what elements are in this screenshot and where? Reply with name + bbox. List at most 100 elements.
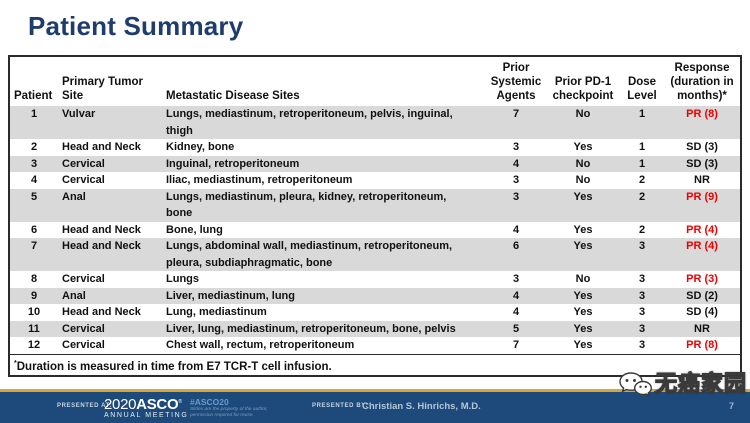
cell-prior-pd1-checkpoint: Yes xyxy=(546,188,620,222)
hashtag-block: #ASCO20 Slides are the property of the a… xyxy=(190,397,268,419)
cell-prior-systemic-agents: 4 xyxy=(512,223,520,236)
page-title: Patient Summary xyxy=(28,11,244,41)
cell-metastatic-sites: Liver, mediastinum, lung xyxy=(162,287,486,304)
cell-dose-level: 3 xyxy=(620,320,664,337)
cell-prior-pd1-checkpoint: Yes xyxy=(573,339,593,351)
cell-patient: 5 xyxy=(10,188,58,222)
cell-prior-systemic-agents: 7 xyxy=(486,106,546,139)
asco-logo-year: 2020 xyxy=(104,396,137,413)
cell-dose-level: 3 xyxy=(620,238,664,271)
cell-patient: 10 xyxy=(27,306,41,318)
cell-patient: 4 xyxy=(30,174,38,186)
cell-metastatic-sites: Lungs xyxy=(166,273,199,285)
cell-patient: 11 xyxy=(10,320,58,337)
cell-dose-level: 1 xyxy=(638,141,646,153)
header-metastatic-disease-sites: Metastatic Disease Sites xyxy=(162,57,486,106)
cell-response: PR (3) xyxy=(686,273,718,285)
cell-prior-systemic-agents: 3 xyxy=(512,273,520,285)
table-row: 12 Cervical Chest wall, rectum, retroper… xyxy=(10,337,740,354)
cell-patient: 8 xyxy=(30,273,38,285)
table-row: 10 Head and Neck Lung, mediastinum 4 Yes… xyxy=(10,304,740,321)
cell-primary-tumor-site: Vulvar xyxy=(58,106,162,139)
table-row: 3 Cervical Inguinal, retroperitoneum 4 N… xyxy=(10,155,740,172)
cell-primary-tumor-site: Cervical xyxy=(58,320,162,337)
cell-prior-pd1-checkpoint: No xyxy=(575,273,591,285)
cell-dose-level: 3 xyxy=(638,273,646,285)
cell-response: SD (3) xyxy=(664,155,740,172)
cell-patient: 9 xyxy=(10,287,58,304)
cell-metastatic-sites: Chest wall, rectum, retroperitoneum xyxy=(166,339,355,351)
disclaimer-line2: permission required for reuse. xyxy=(190,412,254,418)
table-row: 7 Head and Neck Lungs, abdominal wall, m… xyxy=(10,238,740,271)
cell-response: SD (3) xyxy=(686,141,718,153)
cell-prior-systemic-agents: 4 xyxy=(486,155,546,172)
cell-dose-level: 1 xyxy=(620,155,664,172)
cell-primary-tumor-site: Anal xyxy=(58,287,162,304)
table-row: 11 Cervical Liver, lung, mediastinum, re… xyxy=(10,320,740,337)
cell-response: PR (8) xyxy=(686,339,718,351)
cell-response: PR (4) xyxy=(664,238,740,271)
cell-prior-pd1-checkpoint: No xyxy=(546,155,620,172)
header-prior-systemic-agents: Prior Systemic Agents xyxy=(486,57,546,106)
cell-prior-pd1-checkpoint: Yes xyxy=(546,238,620,271)
cell-prior-systemic-agents: 4 xyxy=(486,287,546,304)
header-patient: Patient xyxy=(10,57,58,106)
cell-prior-systemic-agents: 6 xyxy=(486,238,546,271)
cell-dose-level: 2 xyxy=(620,188,664,222)
cell-primary-tumor-site: Cervical xyxy=(62,273,105,285)
footer-bar: PRESENTED AT: 2020ASCO® ANNUAL MEETING #… xyxy=(0,389,750,423)
cell-metastatic-sites: Kidney, bone xyxy=(166,141,235,153)
cell-metastatic-sites: Lungs, mediastinum, retroperitoneum, pel… xyxy=(162,106,486,139)
table-row: 9 Anal Liver, mediastinum, lung 4 Yes 3 … xyxy=(10,287,740,304)
cell-patient: 6 xyxy=(30,223,38,236)
cell-metastatic-sites: Bone, lung xyxy=(166,223,223,236)
footnote: *Duration is measured in time from E7 TC… xyxy=(10,353,740,376)
hashtag: #ASCO20 xyxy=(190,397,229,407)
table-row: 4 Cervical Iliac, mediastinum, retroperi… xyxy=(10,172,740,189)
cell-prior-systemic-agents: 7 xyxy=(512,339,520,351)
cell-primary-tumor-site: Cervical xyxy=(62,339,105,351)
cell-metastatic-sites: Iliac, mediastinum, retroperitoneum xyxy=(166,174,353,186)
table-row: 8 Cervical Lungs 3 No 3 PR (3) xyxy=(10,271,740,288)
cell-patient: 1 xyxy=(10,106,58,139)
cell-prior-pd1-checkpoint: No xyxy=(546,106,620,139)
cell-prior-pd1-checkpoint: Yes xyxy=(573,141,593,153)
table-row: 5 Anal Lungs, mediastinum, pleura, kidne… xyxy=(10,188,740,222)
cell-primary-tumor-site: Cervical xyxy=(58,155,162,172)
table-row: 2 Head and Neck Kidney, bone 3 Yes 1 SD … xyxy=(10,139,740,156)
patient-summary-table: Patient Primary Tumor Site Metastatic Di… xyxy=(8,55,742,378)
presented-at-label: PRESENTED AT: xyxy=(57,403,112,409)
wechat-chat-bubbles-icon xyxy=(619,372,652,397)
cell-metastatic-sites: Lung, mediastinum xyxy=(166,306,267,318)
cell-patient: 2 xyxy=(30,141,38,153)
cell-response: PR (9) xyxy=(664,188,740,222)
cell-metastatic-sites: Liver, lung, mediastinum, retroperitoneu… xyxy=(162,320,486,337)
disclaimer-line1: Slides are the property of the author, xyxy=(190,407,268,412)
table-row: 1 Vulvar Lungs, mediastinum, retroperito… xyxy=(10,106,740,139)
cell-patient: 12 xyxy=(27,339,41,351)
cell-primary-tumor-site: Head and Neck xyxy=(62,223,141,236)
table-row: 6 Head and Neck Bone, lung 4 Yes 2 PR (4… xyxy=(10,222,740,239)
cell-patient: 7 xyxy=(10,238,58,271)
header-primary-tumor-site: Primary Tumor Site xyxy=(58,57,162,106)
cell-dose-level: 2 xyxy=(638,174,646,186)
asco-logo: 2020ASCO® ANNUAL MEETING xyxy=(104,395,188,420)
cell-response: PR (8) xyxy=(664,106,740,139)
cell-response: SD (4) xyxy=(686,306,718,318)
cell-prior-pd1-checkpoint: Yes xyxy=(546,287,620,304)
cell-prior-systemic-agents: 5 xyxy=(486,320,546,337)
asco-logo-name: ASCO xyxy=(136,396,179,413)
asco-logo-reg: ® xyxy=(178,399,182,405)
cell-prior-pd1-checkpoint: No xyxy=(575,174,591,186)
table-body: 1 Vulvar Lungs, mediastinum, retroperito… xyxy=(10,106,740,354)
cell-primary-tumor-site: Head and Neck xyxy=(62,141,141,153)
cell-prior-systemic-agents: 4 xyxy=(512,306,520,318)
cell-patient: 3 xyxy=(10,155,58,172)
footnote-marker: * xyxy=(14,359,17,367)
cell-response: NR xyxy=(694,174,710,186)
cell-prior-systemic-agents: 3 xyxy=(512,174,520,186)
cell-response: PR (4) xyxy=(686,223,718,236)
cell-dose-level: 3 xyxy=(638,306,646,318)
header-prior-pd1-checkpoint: Prior PD-1 checkpoint xyxy=(546,57,620,106)
cell-prior-systemic-agents: 3 xyxy=(512,141,520,153)
